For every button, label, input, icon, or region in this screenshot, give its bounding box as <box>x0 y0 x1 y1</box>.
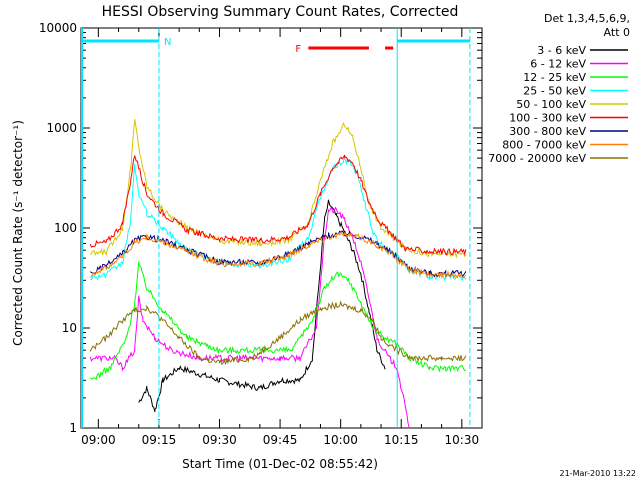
plot-frame <box>80 27 483 429</box>
night-flag-label: N <box>164 37 171 48</box>
legend-header-line1: Det 1,3,4,5,6,9, <box>544 12 630 25</box>
y-axis-label: Corrected Count Rate (s⁻¹ detector⁻¹) <box>11 120 25 346</box>
x-tick-label: 10:00 <box>323 433 358 447</box>
series-line-7 <box>90 231 467 280</box>
flare-flag-label: F <box>295 44 301 55</box>
y-tick-label: 10 <box>62 321 77 335</box>
y-tick-label: 1000 <box>46 121 77 135</box>
series-line-1 <box>89 206 410 429</box>
legend-label: 6 - 12 keV <box>530 58 586 71</box>
series-line-3 <box>90 157 467 282</box>
y-tick-label: 100 <box>54 221 77 235</box>
legend-label: 300 - 800 keV <box>509 125 586 138</box>
series-line-8 <box>89 300 467 366</box>
y-tick-label: 1 <box>69 421 77 435</box>
legend-label: 12 - 25 keV <box>523 71 586 84</box>
x-tick-label: 10:15 <box>384 433 419 447</box>
series-line-0 <box>138 199 386 413</box>
legend-header-line2: Att 0 <box>604 26 630 39</box>
legend-label: 100 - 300 keV <box>509 112 586 125</box>
series-line-2 <box>89 261 466 380</box>
legend-label: 7000 - 20000 keV <box>488 152 586 165</box>
x-tick-label: 09:00 <box>81 433 116 447</box>
x-tick-label: 09:30 <box>202 433 237 447</box>
x-tick-label: 10:30 <box>445 433 480 447</box>
footer-date: 21-Mar-2010 13:22 <box>560 469 637 478</box>
x-axis-label: Start Time (01-Dec-02 08:55:42) <box>182 457 378 471</box>
y-tick-label: 10000 <box>39 21 77 35</box>
legend-label: 3 - 6 keV <box>537 44 586 57</box>
legend-label: 50 - 100 keV <box>516 98 586 111</box>
x-tick-label: 09:15 <box>142 433 177 447</box>
chart-title: HESSI Observing Summary Count Rates, Cor… <box>102 4 459 20</box>
x-tick-label: 09:45 <box>263 433 298 447</box>
legend-label: 25 - 50 keV <box>523 85 586 98</box>
legend-label: 800 - 7000 keV <box>502 139 586 152</box>
series-line-5 <box>89 154 467 256</box>
